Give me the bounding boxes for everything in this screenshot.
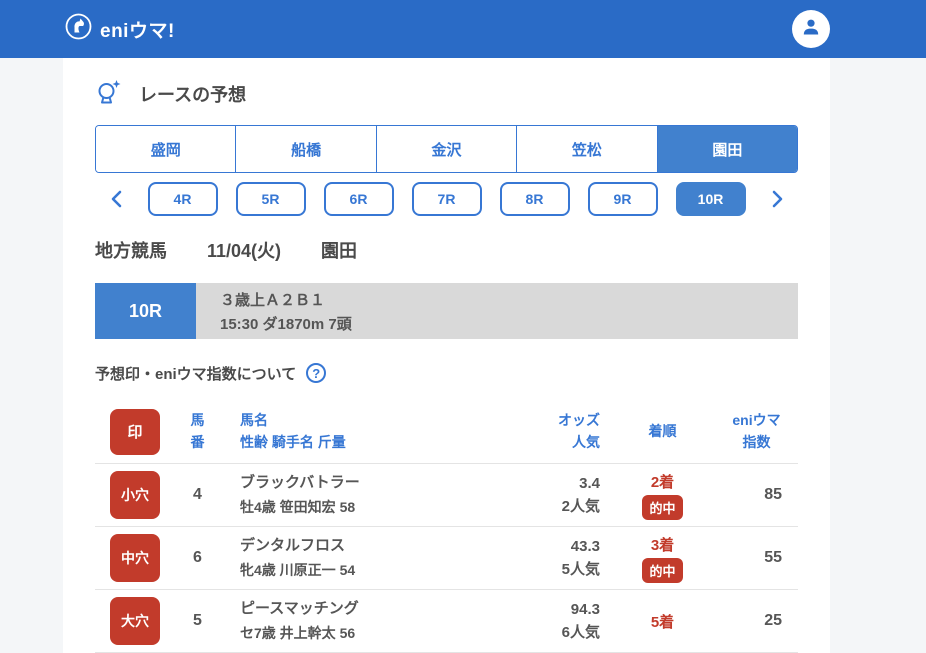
mark-badge: 中穴 bbox=[110, 534, 160, 582]
finish-position: 3着 bbox=[650, 536, 675, 554]
race-button-10r[interactable]: 10R bbox=[675, 182, 746, 216]
meta-category: 地方競馬 bbox=[95, 241, 167, 261]
horse-name-column-header: 馬名 性齢 騎手名 斤量 bbox=[240, 411, 346, 450]
chevron-right-icon[interactable] bbox=[766, 186, 788, 212]
table-row: 中穴 6 デンタルフロス 牝4歳 川原正一 54 43.3 5人気 3着 的中 … bbox=[95, 527, 798, 590]
horse-no-column-header: 馬番 bbox=[190, 411, 205, 450]
result-cell: 2着 的中 bbox=[600, 471, 725, 520]
table-row: 小穴 4 ブラックバトラー 牡4歳 笹田知宏 58 3.4 2人気 2着 的中 … bbox=[95, 464, 798, 527]
help-question-icon[interactable] bbox=[306, 363, 327, 383]
brand-logo[interactable]: eniウマ! bbox=[65, 13, 175, 45]
horse-name: ブラックバトラー bbox=[240, 473, 360, 491]
odds-cell: 94.3 6人気 bbox=[430, 598, 600, 645]
finish-position: 5着 bbox=[650, 613, 675, 631]
prediction-card: レースの予想 盛岡 船橋 金沢 笠松 園田 4R 5R 6R 7R 8R 9R … bbox=[63, 58, 830, 653]
horse-detail: セ7歳 井上幹太 56 bbox=[240, 624, 356, 641]
race-button-8r[interactable]: 8R bbox=[499, 182, 570, 216]
popularity-value: 6人気 bbox=[561, 624, 600, 641]
race-number-badge: 10R bbox=[95, 283, 196, 339]
horse-logo-icon bbox=[65, 13, 92, 45]
person-icon bbox=[799, 15, 823, 44]
track-tab-bar: 盛岡 船橋 金沢 笠松 園田 bbox=[95, 125, 798, 173]
race-button-9r[interactable]: 9R bbox=[587, 182, 658, 216]
eniuma-index: 55 bbox=[764, 549, 782, 566]
horse-name: デンタルフロス bbox=[240, 536, 346, 554]
race-button-group: 4R 5R 6R 7R 8R 9R 10R bbox=[147, 182, 746, 216]
tab-track-kanazawa[interactable]: 金沢 bbox=[376, 126, 518, 172]
table-header-row: 印 馬番 馬名 性齢 騎手名 斤量 オッズ 人気 着順 eniウマ 指数 bbox=[95, 400, 798, 464]
prediction-table: 印 馬番 馬名 性齢 騎手名 斤量 オッズ 人気 着順 eniウマ 指数 bbox=[95, 400, 798, 653]
mark-badge: 小穴 bbox=[110, 471, 160, 519]
mark-badge: 大穴 bbox=[110, 597, 160, 645]
app-bar: eniウマ! bbox=[0, 0, 926, 58]
horse-name-cell: ピースマッチング セ7歳 井上幹太 56 bbox=[225, 600, 430, 643]
odds-value: 3.4 bbox=[579, 474, 600, 492]
horse-name-cell: ブラックバトラー 牡4歳 笹田知宏 58 bbox=[225, 474, 430, 517]
race-button-5r[interactable]: 5R bbox=[235, 182, 306, 216]
tab-track-morioka[interactable]: 盛岡 bbox=[96, 126, 237, 172]
race-details: 15:30 ダ1870m 7頭 bbox=[220, 315, 352, 333]
horse-detail: 牝4歳 川原正一 54 bbox=[240, 561, 356, 578]
page-title: レースの予想 bbox=[139, 85, 247, 105]
horse-name-cell: デンタルフロス 牝4歳 川原正一 54 bbox=[225, 537, 430, 580]
horse-number: 6 bbox=[193, 549, 202, 566]
about-label: 予想印・eniウマ指数について bbox=[95, 365, 297, 383]
about-row: 予想印・eniウマ指数について bbox=[95, 362, 798, 384]
horse-number: 4 bbox=[193, 486, 202, 503]
tab-track-funabashi[interactable]: 船橋 bbox=[236, 126, 377, 172]
index-column-header: eniウマ 指数 bbox=[732, 411, 781, 450]
race-button-4r[interactable]: 4R bbox=[147, 182, 218, 216]
finish-position: 2着 bbox=[650, 473, 675, 491]
brand-name: eniウマ! bbox=[100, 20, 175, 42]
table-row: 大穴 5 ピースマッチング セ7歳 井上幹太 56 94.3 6人気 5着 25 bbox=[95, 590, 798, 653]
race-button-6r[interactable]: 6R bbox=[323, 182, 394, 216]
horse-number: 5 bbox=[193, 612, 202, 629]
race-meta-row: 地方競馬 11/04(火) 園田 bbox=[95, 238, 798, 262]
result-column-header: 着順 bbox=[648, 422, 677, 439]
horse-detail: 牡4歳 笹田知宏 58 bbox=[240, 498, 356, 515]
mark-column-header: 印 bbox=[110, 408, 160, 455]
odds-cell: 43.3 5人気 bbox=[430, 535, 600, 582]
meta-date: 11/04(火) bbox=[207, 241, 282, 261]
race-button-7r[interactable]: 7R bbox=[411, 182, 482, 216]
race-name: ３歳上Ａ２Ｂ１ bbox=[220, 291, 326, 309]
race-banner: 10R ３歳上Ａ２Ｂ１ 15:30 ダ1870m 7頭 bbox=[95, 283, 798, 339]
odds-value: 94.3 bbox=[570, 600, 600, 618]
user-account-button[interactable] bbox=[792, 10, 830, 48]
eniuma-index: 85 bbox=[764, 486, 782, 503]
result-cell: 5着 bbox=[600, 611, 725, 632]
eniuma-index: 25 bbox=[764, 612, 782, 629]
race-info: ３歳上Ａ２Ｂ１ 15:30 ダ1870m 7頭 bbox=[196, 283, 798, 339]
crystal-ball-icon bbox=[95, 78, 123, 111]
odds-column-header: オッズ 人気 bbox=[558, 411, 600, 450]
section-title-row: レースの予想 bbox=[95, 58, 798, 108]
horse-name: ピースマッチング bbox=[240, 599, 359, 617]
hit-badge: 的中 bbox=[642, 494, 683, 520]
meta-venue: 園田 bbox=[321, 241, 358, 261]
odds-value: 43.3 bbox=[570, 537, 600, 555]
hit-badge: 的中 bbox=[642, 557, 683, 583]
result-cell: 3着 的中 bbox=[600, 534, 725, 583]
chevron-left-icon[interactable] bbox=[105, 186, 127, 212]
odds-cell: 3.4 2人気 bbox=[430, 472, 600, 519]
tab-track-kasamatsu[interactable]: 笠松 bbox=[517, 126, 658, 172]
popularity-value: 5人気 bbox=[561, 561, 600, 578]
tab-track-sonoda[interactable]: 園田 bbox=[657, 126, 797, 172]
race-number-nav: 4R 5R 6R 7R 8R 9R 10R bbox=[95, 181, 798, 217]
popularity-value: 2人気 bbox=[561, 498, 600, 515]
